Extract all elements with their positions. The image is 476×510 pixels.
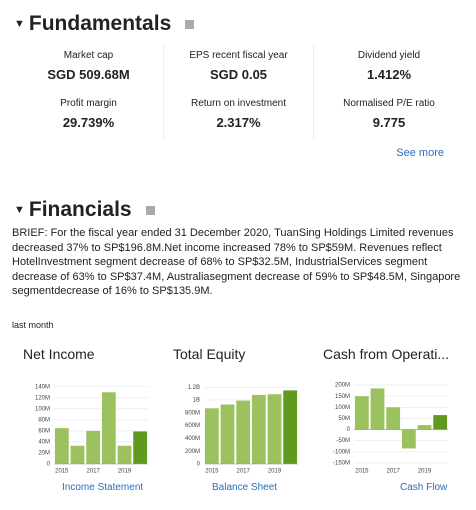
fundamental-value: 2.317% <box>216 115 261 130</box>
mini-chart: 0 200M 400M 600M 800M 1B 1.2B 2015 2017 2019 <box>185 385 298 475</box>
y-tick-label: 20M <box>38 451 50 457</box>
x-tick-label: 2015 <box>355 469 369 475</box>
x-tick-label: 2019 <box>118 469 132 475</box>
y-tick-label: 800M <box>185 410 200 416</box>
statement-link[interactable]: Cash Flow <box>400 482 448 493</box>
bar <box>101 392 116 464</box>
fundamental-value: 1.412% <box>366 67 412 82</box>
fundamentals-heading: ▼ Fundamentals <box>14 12 195 36</box>
chart-title: Cash from Operati... <box>323 346 450 362</box>
y-tick-label: 600M <box>185 423 200 429</box>
y-tick-label: 40M <box>38 440 50 446</box>
fundamental-label: Dividend yield <box>357 50 421 61</box>
y-tick-label: 50M <box>338 416 350 422</box>
bar <box>283 390 298 464</box>
fundamental-value: SGD 0.05 <box>209 67 268 82</box>
x-tick-label: 2019 <box>268 469 282 475</box>
bar <box>54 428 69 464</box>
brief-text: BRIEF: For the fiscal year ended 31 Dece… <box>12 227 461 297</box>
fundamental-cell: Market cap SGD 509.68M <box>14 44 164 92</box>
chart-title: Net Income <box>23 346 95 362</box>
bar <box>117 445 132 464</box>
fundamental-label: Normalised P/E ratio <box>343 98 435 109</box>
bar <box>204 408 219 464</box>
see-more-link[interactable]: See more <box>396 147 444 159</box>
mini-chart: -150M -100M -50M 0 50M 100M 150M 200M 2015 2017 20… <box>333 383 448 475</box>
x-tick-label: 2017 <box>236 469 250 475</box>
x-tick-label: 2015 <box>205 469 219 475</box>
bar <box>354 396 369 430</box>
statement-link[interactable]: Balance Sheet <box>212 482 278 493</box>
fundamental-label: Profit margin <box>60 98 117 109</box>
fundamental-cell: Return on investment 2.317% <box>164 92 314 140</box>
bar <box>236 400 251 464</box>
bar <box>401 429 416 449</box>
fundamental-cell: Dividend yield 1.412% <box>314 44 464 92</box>
bar <box>370 388 385 430</box>
y-tick-label: 200M <box>335 383 350 389</box>
y-tick-label: 1.2B <box>188 385 200 391</box>
y-tick-label: 80M <box>38 417 50 423</box>
y-tick-label: 1B <box>193 398 200 404</box>
fundamental-label: Return on investment <box>190 98 287 109</box>
statement-link[interactable]: Income Statement <box>62 482 144 493</box>
y-tick-label: 60M <box>38 428 50 434</box>
y-tick-label: 150M <box>335 394 350 400</box>
y-tick-label: 140M <box>35 384 50 390</box>
y-tick-label: 100M <box>35 406 50 412</box>
period-label: last month <box>12 320 54 330</box>
x-tick-label: 2015 <box>55 469 69 475</box>
mini-chart: 0 20M 40M 60M 80M 100M 120M 140M 2015 2017 2019 <box>35 384 148 475</box>
y-tick-label: -100M <box>333 449 350 455</box>
x-tick-label: 2017 <box>86 469 100 475</box>
bar <box>267 394 282 464</box>
chart-title: Total Equity <box>173 346 246 362</box>
fundamentals-grid: Market cap SGD 509.68M EPS recent fiscal y… <box>14 44 464 140</box>
y-tick-label: -150M <box>333 460 350 466</box>
bar <box>220 404 235 464</box>
y-tick-label: 200M <box>185 449 200 455</box>
y-tick-label: -50M <box>336 438 350 444</box>
y-tick-label: 0 <box>197 462 201 468</box>
y-tick-label: 120M <box>35 395 50 401</box>
fundamental-cell: Profit margin 29.739% <box>14 92 164 140</box>
financials-heading: ▼ Financials <box>14 198 155 222</box>
y-tick-label: 0 <box>347 427 351 433</box>
fundamental-value: SGD 509.68M <box>47 67 130 82</box>
bar <box>86 430 101 464</box>
bar <box>417 425 432 430</box>
fundamental-value: 9.775 <box>372 115 406 130</box>
bar <box>70 445 85 464</box>
fundamental-label: Market cap <box>63 50 114 61</box>
fundamentals-title: Fundamentals <box>28 12 172 35</box>
fundamental-cell: Normalised P/E ratio 9.775 <box>314 92 464 140</box>
bar <box>251 394 266 464</box>
y-tick-label: 400M <box>185 436 200 442</box>
fundamental-cell: EPS recent fiscal year SGD 0.05 <box>164 44 314 92</box>
x-tick-label: 2019 <box>418 469 432 475</box>
y-tick-label: 0 <box>47 462 51 468</box>
x-tick-label: 2017 <box>386 469 400 475</box>
fundamental-label: EPS recent fiscal year <box>189 50 288 61</box>
bar <box>386 407 401 430</box>
financials-title: Financials <box>28 198 132 221</box>
fundamental-value: 29.739% <box>62 115 115 130</box>
bar <box>433 415 448 430</box>
y-tick-label: 100M <box>335 405 350 411</box>
bar <box>133 431 148 464</box>
